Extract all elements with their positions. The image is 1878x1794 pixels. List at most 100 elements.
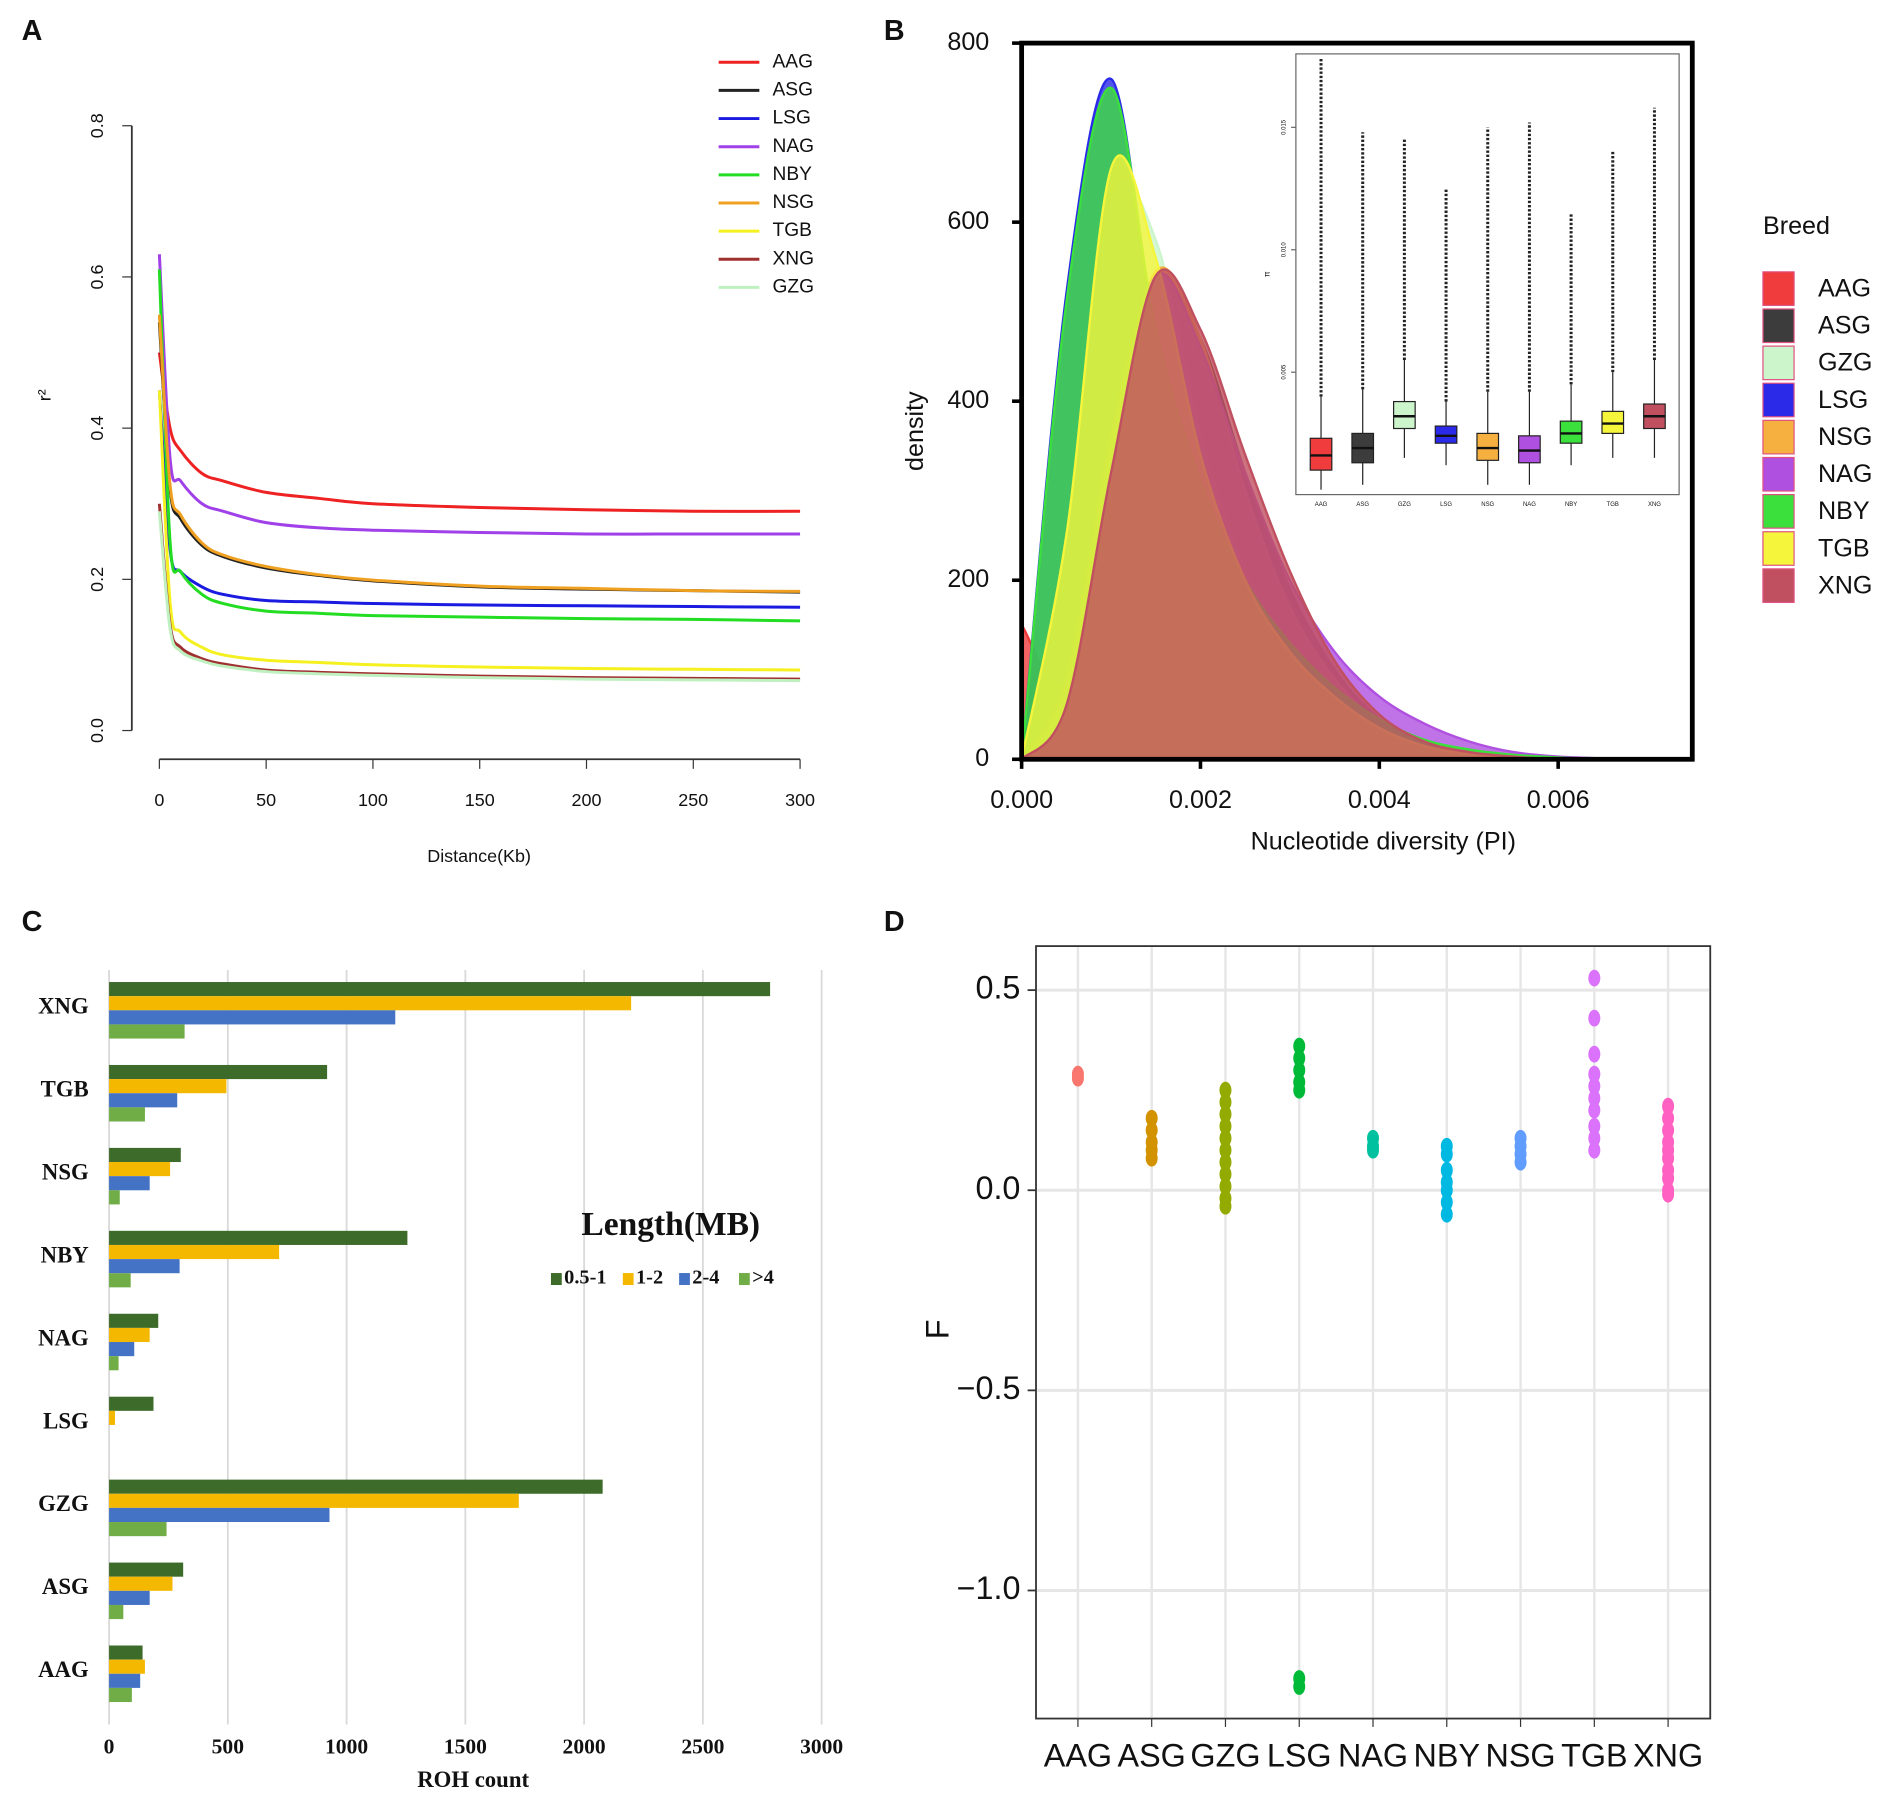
panel-label: B — [884, 15, 905, 47]
legend-label: LSG — [1818, 386, 1868, 414]
point — [1440, 1205, 1453, 1223]
x-tick-label: GZG — [1398, 502, 1411, 508]
point — [1219, 1117, 1232, 1135]
point — [1588, 1065, 1601, 1083]
y-tick-label: NAG — [38, 1325, 89, 1350]
legend-label: AAG — [773, 51, 813, 72]
point — [1662, 1185, 1675, 1203]
y-axis-title: π — [1261, 271, 1271, 277]
bar — [109, 1079, 227, 1094]
legend-label: TGB — [773, 220, 812, 241]
point — [1145, 1149, 1158, 1167]
point — [1662, 1169, 1675, 1187]
legend-label: GZG — [773, 276, 815, 297]
bar — [109, 1107, 145, 1122]
point — [1440, 1181, 1453, 1199]
box — [1559, 420, 1583, 444]
point — [1588, 1101, 1601, 1119]
x-tick-label: TGB — [1607, 502, 1619, 508]
legend-label: 1-2 — [636, 1267, 663, 1289]
y-tick-label: 600 — [947, 207, 989, 235]
x-tick-label: AAG — [1315, 502, 1328, 508]
y-tick-label: 0.6 — [87, 264, 107, 289]
box — [1601, 410, 1625, 434]
point — [1219, 1177, 1232, 1195]
legend-swatch — [1762, 494, 1795, 529]
y-tick-label: NSG — [42, 1159, 89, 1184]
y-tick-label: 0 — [975, 744, 989, 772]
line-series — [157, 254, 801, 536]
bar — [109, 1010, 396, 1025]
line-series — [157, 269, 801, 623]
x-tick-label: NBY — [1414, 1738, 1480, 1774]
bar — [109, 1356, 119, 1371]
bar — [109, 1313, 159, 1328]
y-tick-label: 800 — [947, 28, 989, 56]
x-tick-label: LSG — [1267, 1738, 1332, 1774]
bar — [109, 1645, 143, 1660]
point — [1219, 1081, 1232, 1099]
legend-label: XNG — [773, 248, 815, 269]
x-tick-label: 150 — [465, 790, 495, 810]
x-tick-label: LSG — [1440, 502, 1452, 508]
legend-title: Length(MB) — [581, 1206, 760, 1243]
y-axis-title: F — [920, 1319, 956, 1339]
x-tick-label: 2000 — [563, 1734, 606, 1758]
x-tick-label: 200 — [572, 790, 602, 810]
x-tick-label: 2500 — [681, 1734, 724, 1758]
point — [1293, 1037, 1306, 1055]
legend-label: NSG — [1818, 423, 1872, 451]
line-series — [157, 314, 801, 593]
legend-label: AAG — [1818, 274, 1871, 302]
box — [1518, 435, 1541, 464]
legend-label: 2-4 — [692, 1267, 719, 1289]
y-tick-label: −0.5 — [957, 1370, 1021, 1406]
y-tick-label: 0.0 — [87, 718, 107, 743]
point — [1588, 1077, 1601, 1095]
point — [1662, 1097, 1675, 1115]
x-tick-label: 3000 — [800, 1734, 843, 1758]
x-tick-label: XNG — [1633, 1738, 1703, 1774]
x-tick-label: ASG — [1118, 1738, 1186, 1774]
bar — [109, 1576, 173, 1591]
legend-swatch — [679, 1273, 690, 1286]
box — [1476, 432, 1500, 461]
point — [1219, 1153, 1232, 1171]
bar — [109, 1259, 180, 1274]
y-tick-label: 0.2 — [87, 567, 107, 592]
line-series — [157, 352, 801, 513]
point — [1588, 1045, 1601, 1063]
x-tick-label: XNG — [1648, 502, 1661, 508]
bar — [109, 1410, 116, 1425]
point — [1219, 1165, 1232, 1183]
point — [1145, 1109, 1158, 1127]
x-tick-label: AAG — [1044, 1738, 1112, 1774]
y-tick-label: 0.005 — [1281, 364, 1287, 380]
box — [1434, 425, 1458, 444]
legend-swatch — [1762, 568, 1795, 603]
legend-label: TGB — [1818, 534, 1870, 562]
point — [1219, 1105, 1232, 1123]
y-tick-label: 0.4 — [87, 416, 107, 441]
legend-swatch — [1762, 382, 1795, 418]
bar — [109, 1093, 178, 1108]
point — [1588, 1089, 1601, 1107]
x-tick-label: NBY — [1565, 502, 1577, 508]
point — [1293, 1061, 1306, 1079]
y-tick-label: AAG — [38, 1657, 89, 1682]
x-tick-label: NSG — [1486, 1738, 1556, 1774]
legend-swatch — [1762, 345, 1795, 381]
panel-label: D — [884, 906, 905, 938]
point — [1440, 1145, 1453, 1163]
y-tick-label: GZG — [38, 1491, 89, 1516]
bar — [109, 1327, 150, 1343]
bar — [109, 1024, 185, 1039]
bar — [109, 982, 771, 997]
point — [1219, 1093, 1232, 1111]
bar — [109, 1396, 154, 1411]
legend-swatch — [1762, 308, 1795, 344]
legend-label: 0.5-1 — [564, 1267, 606, 1289]
y-tick-label: XNG — [38, 994, 89, 1019]
point — [1588, 969, 1601, 987]
